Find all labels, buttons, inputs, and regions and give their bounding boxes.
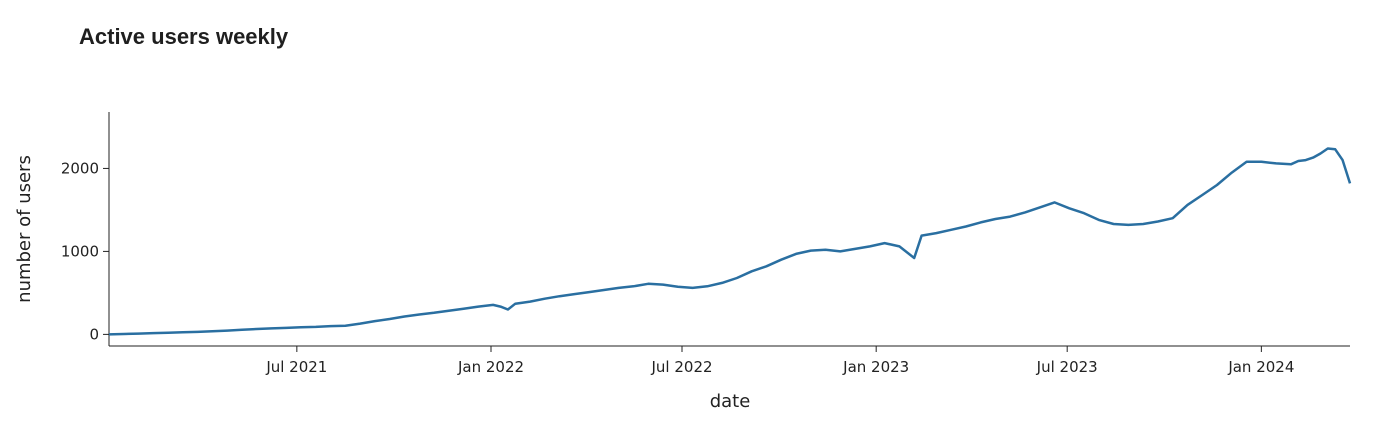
y-tick-label: 1000 [61, 242, 99, 260]
series-line [108, 147, 1352, 336]
x-tick-label: Jan 2024 [1227, 358, 1294, 376]
x-tick-label: Jan 2022 [457, 358, 524, 376]
y-ticks: 0 1000 2000 [61, 159, 109, 343]
x-tick-label: Jul 2022 [650, 358, 712, 376]
x-tick-label: Jul 2023 [1036, 358, 1098, 376]
chart-title: Active users weekly [79, 24, 289, 49]
x-axis-title: date [710, 391, 751, 412]
x-tick-label: Jul 2021 [265, 358, 327, 376]
x-ticks: Jul 2021 Jan 2022 Jul 2022 Jan 2023 Jul 2023… [265, 346, 1294, 376]
y-tick-label: 0 [89, 325, 99, 343]
y-axis-title: number of users [14, 155, 35, 303]
x-tick-label: Jan 2023 [842, 358, 909, 376]
axes [108, 112, 1350, 347]
y-tick-label: 2000 [61, 159, 99, 177]
series-layer [108, 147, 1352, 336]
